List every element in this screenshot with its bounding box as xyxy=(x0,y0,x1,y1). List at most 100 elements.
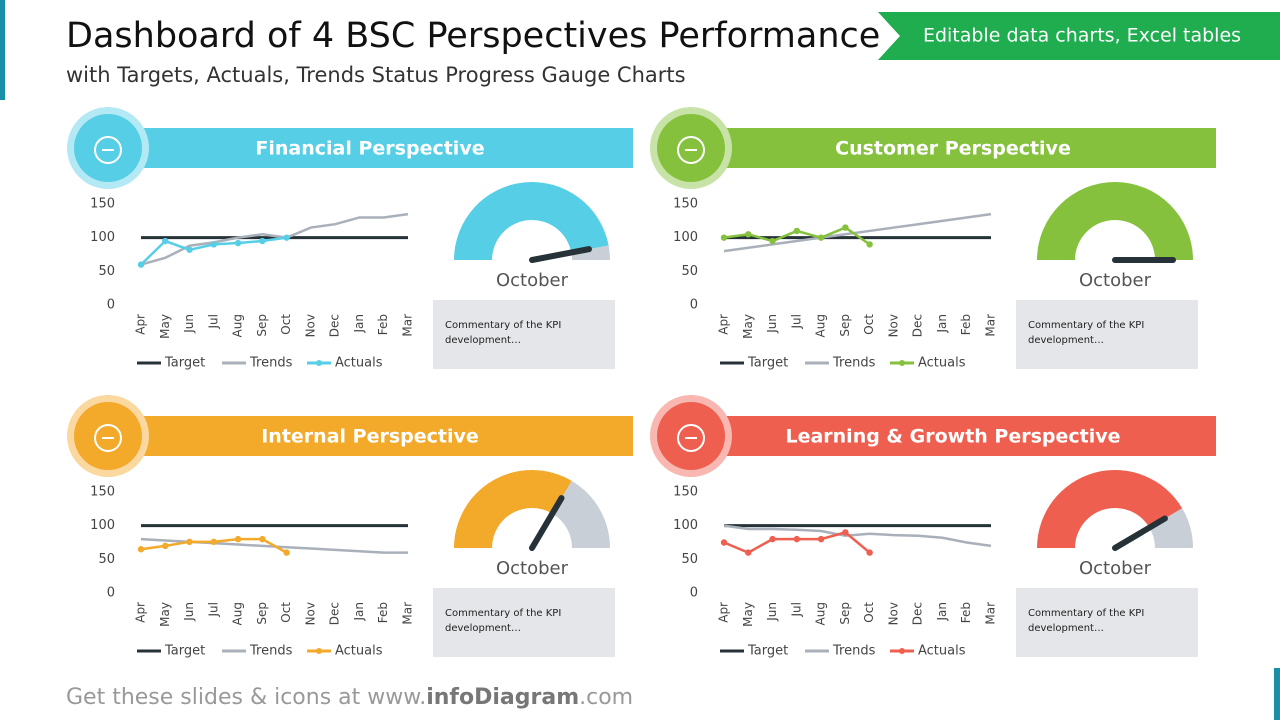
x-tick-label: Jul xyxy=(789,602,803,617)
y-tick-label: 0 xyxy=(690,586,698,601)
legend-label: Target xyxy=(747,356,788,371)
series-point xyxy=(793,535,801,543)
gauge-label: October xyxy=(1079,270,1152,291)
icon-glyph xyxy=(677,424,705,452)
y-tick-label: 100 xyxy=(90,518,115,533)
y-tick-label: 150 xyxy=(90,485,115,500)
series-point xyxy=(283,549,290,556)
legend-label: Actuals xyxy=(918,356,966,371)
series-point xyxy=(186,246,193,253)
y-tick-label: 0 xyxy=(690,298,698,313)
series-point xyxy=(720,539,728,546)
x-tick-label: Nov xyxy=(303,314,317,337)
icon-circle xyxy=(74,114,142,182)
series-point xyxy=(866,241,873,248)
panel: Learning & Growth Perspective 0 50 100 150 Ap… xyxy=(650,395,1216,659)
x-tick-label: Mar xyxy=(984,602,998,625)
series-point xyxy=(259,535,266,543)
x-tick-label: Sep xyxy=(255,314,269,337)
panel: Financial Perspective 0 50 100 150 Apr May Jun J… xyxy=(67,107,633,371)
gauge-label: October xyxy=(1079,558,1152,579)
x-tick-label: Oct xyxy=(862,314,876,335)
icon-circle xyxy=(657,114,725,182)
legend-label: Actuals xyxy=(918,644,966,659)
series-point xyxy=(842,224,849,231)
series-line xyxy=(723,212,992,253)
x-tick-label: Apr xyxy=(717,314,731,335)
x-tick-label: May xyxy=(158,602,172,627)
series-point xyxy=(842,529,849,536)
gauge-rest xyxy=(571,245,610,260)
series-point xyxy=(817,535,825,543)
y-tick-label: 50 xyxy=(681,264,698,279)
x-tick-label: Jun xyxy=(765,314,779,334)
icon-circle xyxy=(74,402,142,470)
panel: Internal Perspective 0 50 100 150 Apr May Jun Ju… xyxy=(67,395,633,659)
series-point xyxy=(769,237,776,245)
legend-label: Trends xyxy=(832,644,876,659)
series-line xyxy=(723,531,871,554)
x-tick-label: Jun xyxy=(182,602,196,622)
series-point xyxy=(234,239,242,247)
x-tick-label: Jan xyxy=(352,602,366,622)
series-point xyxy=(162,542,169,550)
legend-label: Trends xyxy=(249,644,293,659)
commentary: Commentary of the KPI development… xyxy=(1016,588,1198,657)
series-point xyxy=(186,538,193,546)
series-point xyxy=(162,237,169,245)
x-tick-label: Jan xyxy=(935,602,949,622)
legend-swatch xyxy=(316,360,322,366)
y-tick-label: 100 xyxy=(673,518,698,533)
panel: Customer Perspective 0 50 100 150 Apr May Jun Ju… xyxy=(650,107,1216,371)
series-point xyxy=(137,261,145,268)
series-point xyxy=(210,241,218,248)
x-tick-label: Aug xyxy=(231,602,245,625)
y-tick-label: 100 xyxy=(90,230,115,245)
gauge-needle xyxy=(529,246,592,263)
page-title: Dashboard of 4 BSC Perspectives Performa… xyxy=(66,16,880,56)
series-point xyxy=(234,535,242,543)
page-subtitle: with Targets, Actuals, Trends Status Pro… xyxy=(66,63,686,87)
panel-title: Financial Perspective xyxy=(255,138,484,160)
panel-title: Customer Perspective xyxy=(835,138,1071,160)
series-point xyxy=(720,234,728,241)
footer-brand: infoDiagram xyxy=(426,685,579,710)
panel-title: Internal Perspective xyxy=(261,426,479,448)
series-point xyxy=(793,227,801,235)
gauge-needle xyxy=(529,495,565,551)
legend-swatch xyxy=(316,648,322,654)
legend-label: Target xyxy=(164,644,205,659)
series-point xyxy=(259,237,266,245)
x-tick-label: Feb xyxy=(376,314,390,335)
x-tick-label: Dec xyxy=(911,314,925,337)
y-tick-label: 150 xyxy=(90,197,115,212)
legend-label: Trends xyxy=(249,356,293,371)
x-tick-label: Nov xyxy=(886,602,900,625)
x-tick-label: Jun xyxy=(182,314,196,334)
y-tick-label: 150 xyxy=(673,485,698,500)
x-tick-label: Sep xyxy=(255,602,269,625)
panel-header xyxy=(100,416,633,456)
x-tick-label: Dec xyxy=(911,602,925,625)
series-point xyxy=(283,234,290,241)
x-tick-label: Nov xyxy=(886,314,900,337)
panel-header xyxy=(683,416,1216,456)
x-tick-label: Oct xyxy=(279,314,293,335)
footer-suffix: .com xyxy=(579,685,633,710)
x-tick-label: Aug xyxy=(231,314,245,337)
gauge-rest xyxy=(552,480,610,548)
x-tick-label: Sep xyxy=(838,314,852,337)
legend-swatch xyxy=(899,648,905,654)
x-tick-label: Dec xyxy=(328,602,342,625)
gauge-fill xyxy=(1037,470,1183,548)
gauge-rest xyxy=(1149,508,1193,548)
icon-circle xyxy=(657,402,725,470)
series-point xyxy=(137,546,145,553)
x-tick-label: Mar xyxy=(401,602,415,625)
x-tick-label: Feb xyxy=(959,314,973,335)
x-tick-label: Feb xyxy=(959,602,973,623)
y-tick-label: 50 xyxy=(98,264,115,279)
x-tick-label: Jun xyxy=(765,602,779,622)
x-tick-label: Jul xyxy=(206,314,220,329)
